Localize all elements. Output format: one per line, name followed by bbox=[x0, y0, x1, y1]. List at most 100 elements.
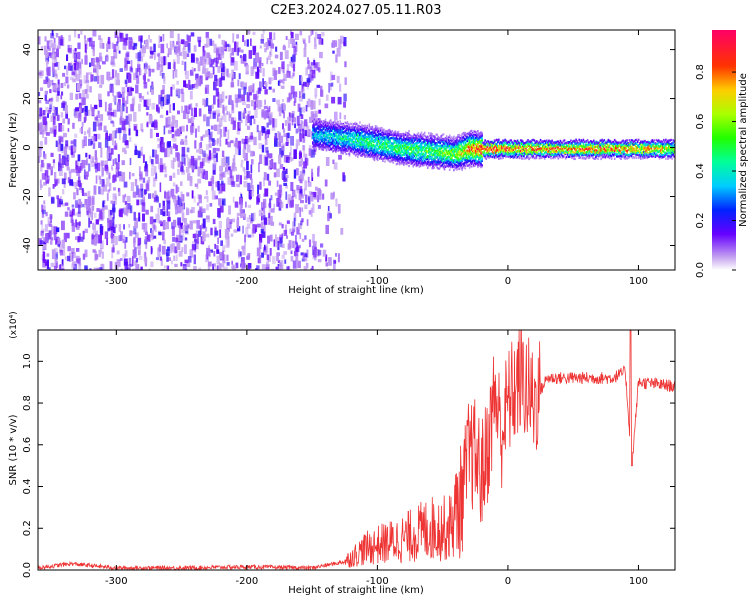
heatmap-cell bbox=[50, 115, 55, 122]
heatmap-cell bbox=[372, 128, 375, 131]
heatmap-cell bbox=[384, 139, 386, 142]
heatmap-cell bbox=[362, 128, 364, 131]
heatmap-cell bbox=[321, 148, 324, 151]
heatmap-cell bbox=[385, 141, 387, 144]
heatmap-cell bbox=[198, 108, 202, 117]
heatmap-cell bbox=[221, 39, 226, 45]
heatmap-cell bbox=[460, 138, 462, 141]
heatmap-cell bbox=[371, 134, 374, 137]
heatmap-cell bbox=[318, 131, 320, 134]
heatmap-cell bbox=[304, 43, 306, 49]
heatmap-cell bbox=[353, 152, 356, 155]
heatmap-cell bbox=[57, 142, 61, 152]
heatmap-cell bbox=[266, 122, 269, 128]
heatmap-cell bbox=[472, 150, 475, 153]
heatmap-cell bbox=[447, 138, 450, 142]
heatmap-cell bbox=[302, 38, 306, 42]
heatmap-cell bbox=[206, 247, 211, 257]
heatmap-cell bbox=[432, 138, 434, 141]
heatmap-cell bbox=[464, 132, 467, 135]
heatmap-cell bbox=[441, 163, 444, 166]
heatmap-cell bbox=[338, 146, 340, 149]
heatmap-cell bbox=[319, 146, 321, 149]
heatmap-cell bbox=[285, 168, 288, 175]
heatmap-cell bbox=[454, 154, 456, 157]
heatmap-cell bbox=[125, 33, 129, 40]
heatmap-cell bbox=[467, 142, 470, 145]
heatmap-cell bbox=[372, 143, 375, 146]
heatmap-cell bbox=[371, 146, 374, 149]
heatmap-cell bbox=[421, 163, 424, 166]
heatmap-cell bbox=[388, 134, 390, 137]
heatmap-cell bbox=[323, 133, 326, 137]
heatmap-cell bbox=[317, 140, 319, 143]
heatmap-cell bbox=[61, 178, 66, 185]
heatmap-cell bbox=[440, 164, 443, 167]
heatmap-cell bbox=[259, 81, 262, 92]
heatmap-cell bbox=[139, 56, 144, 62]
heatmap-cell bbox=[302, 145, 306, 154]
heatmap-cell bbox=[135, 129, 139, 137]
heatmap-cell bbox=[408, 158, 410, 161]
heatmap-cell bbox=[374, 152, 377, 156]
heatmap-cell bbox=[322, 146, 325, 149]
heatmap-cell bbox=[346, 135, 349, 139]
heatmap-cell bbox=[310, 66, 313, 72]
heatmap-cell bbox=[477, 164, 479, 167]
heatmap-cell bbox=[322, 127, 325, 131]
heatmap-cell bbox=[459, 163, 461, 166]
heatmap-cell bbox=[260, 221, 264, 229]
heatmap-cell bbox=[124, 240, 127, 249]
heatmap-cell bbox=[42, 251, 45, 262]
heatmap-cell bbox=[461, 136, 463, 139]
heatmap-cell bbox=[285, 141, 289, 146]
heatmap-cell bbox=[150, 205, 154, 213]
heatmap-cell bbox=[99, 84, 103, 88]
heatmap-cell bbox=[450, 161, 452, 164]
heatmap-cell bbox=[306, 219, 309, 226]
heatmap-cell bbox=[346, 140, 349, 143]
heatmap-cell bbox=[456, 159, 458, 162]
heatmap-cell bbox=[334, 142, 336, 145]
heatmap-cell bbox=[333, 121, 335, 124]
heatmap-cell bbox=[122, 91, 125, 99]
heatmap-cell bbox=[184, 136, 187, 142]
heatmap-cell bbox=[233, 229, 238, 233]
heatmap-cell bbox=[306, 77, 311, 83]
heatmap-cell bbox=[174, 206, 178, 210]
heatmap-cell bbox=[255, 95, 259, 102]
heatmap-cell bbox=[408, 164, 410, 168]
heatmap-cell bbox=[424, 135, 427, 138]
heatmap-cell bbox=[239, 196, 243, 205]
heatmap-cell bbox=[181, 169, 186, 175]
heatmap-cell bbox=[324, 145, 327, 148]
heatmap-cell bbox=[429, 139, 431, 143]
heatmap-cell bbox=[348, 154, 351, 157]
heatmap-cell bbox=[333, 132, 335, 135]
heatmap-cell bbox=[252, 212, 256, 221]
heatmap-cell bbox=[45, 106, 49, 113]
heatmap-cell bbox=[64, 65, 66, 70]
heatmap-cell bbox=[435, 156, 437, 159]
heatmap-cell bbox=[246, 104, 250, 109]
heatmap-cell bbox=[447, 150, 450, 153]
heatmap-cell bbox=[171, 84, 175, 90]
heatmap-cell bbox=[377, 132, 380, 135]
heatmap-cell bbox=[354, 148, 357, 151]
heatmap-cell bbox=[470, 140, 473, 144]
heatmap-cell bbox=[236, 34, 239, 39]
heatmap-cell bbox=[318, 134, 320, 137]
heatmap-cell bbox=[356, 131, 358, 134]
heatmap-cell bbox=[468, 150, 471, 153]
heatmap-cell bbox=[368, 155, 371, 158]
heatmap-cell bbox=[462, 150, 465, 153]
heatmap-cell bbox=[292, 228, 296, 233]
heatmap-cell bbox=[78, 233, 82, 240]
heatmap-cell bbox=[202, 218, 206, 228]
heatmap-cell bbox=[152, 177, 156, 187]
heatmap-cell bbox=[300, 220, 303, 226]
heatmap-cell bbox=[216, 249, 220, 254]
heatmap-cell bbox=[441, 159, 444, 163]
heatmap-cell bbox=[461, 159, 463, 162]
heatmap-cell bbox=[471, 143, 474, 146]
